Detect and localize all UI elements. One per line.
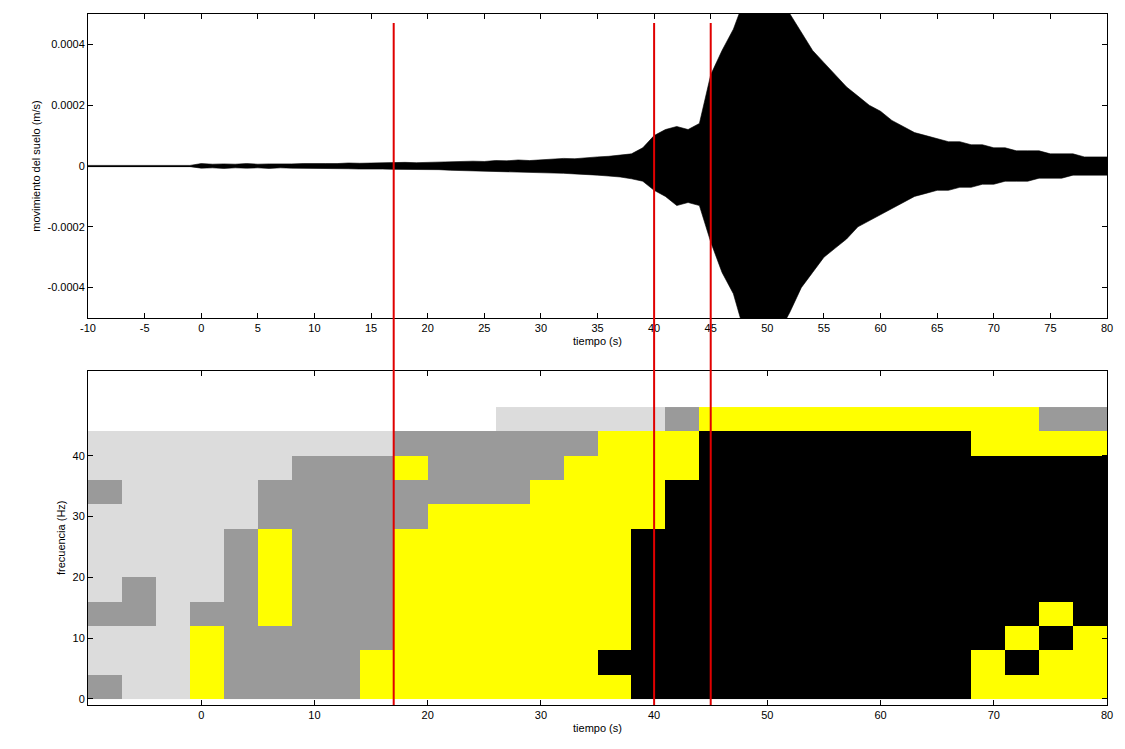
- svg-text:70: 70: [988, 709, 1000, 721]
- svg-text:-5: -5: [140, 322, 150, 334]
- svg-text:frecuencia (Hz): frecuencia (Hz): [55, 500, 67, 575]
- svg-text:5: 5: [255, 322, 261, 334]
- svg-text:25: 25: [478, 322, 490, 334]
- svg-text:60: 60: [874, 709, 886, 721]
- svg-text:45: 45: [705, 322, 717, 334]
- svg-text:80: 80: [1101, 709, 1113, 721]
- svg-text:70: 70: [988, 322, 1000, 334]
- svg-text:-0.0004: -0.0004: [47, 281, 84, 293]
- svg-text:-0.0002: -0.0002: [47, 221, 84, 233]
- svg-text:65: 65: [931, 322, 943, 334]
- svg-text:15: 15: [365, 322, 377, 334]
- svg-text:0: 0: [198, 322, 204, 334]
- svg-text:30: 30: [73, 510, 85, 522]
- svg-text:10: 10: [308, 709, 320, 721]
- svg-text:30: 30: [535, 322, 547, 334]
- svg-text:40: 40: [648, 709, 660, 721]
- svg-text:20: 20: [422, 709, 434, 721]
- svg-text:30: 30: [535, 709, 547, 721]
- svg-text:0: 0: [198, 709, 204, 721]
- svg-text:0: 0: [79, 693, 85, 705]
- svg-text:55: 55: [818, 322, 830, 334]
- svg-text:20: 20: [73, 571, 85, 583]
- svg-text:50: 50: [761, 709, 773, 721]
- svg-text:20: 20: [422, 322, 434, 334]
- svg-text:75: 75: [1044, 322, 1056, 334]
- svg-text:60: 60: [874, 322, 886, 334]
- svg-text:50: 50: [761, 322, 773, 334]
- svg-text:40: 40: [73, 450, 85, 462]
- svg-text:35: 35: [591, 322, 603, 334]
- svg-text:0.0002: 0.0002: [51, 99, 85, 111]
- svg-text:10: 10: [73, 632, 85, 644]
- svg-text:10: 10: [308, 322, 320, 334]
- svg-text:tiempo (s): tiempo (s): [573, 722, 622, 734]
- svg-text:tiempo (s): tiempo (s): [573, 335, 622, 347]
- svg-text:0.0004: 0.0004: [51, 38, 85, 50]
- svg-text:0: 0: [79, 160, 85, 172]
- svg-text:-10: -10: [80, 322, 96, 334]
- svg-text:80: 80: [1101, 322, 1113, 334]
- svg-text:movimiento del suelo (m/s): movimiento del suelo (m/s): [30, 100, 42, 231]
- svg-text:40: 40: [648, 322, 660, 334]
